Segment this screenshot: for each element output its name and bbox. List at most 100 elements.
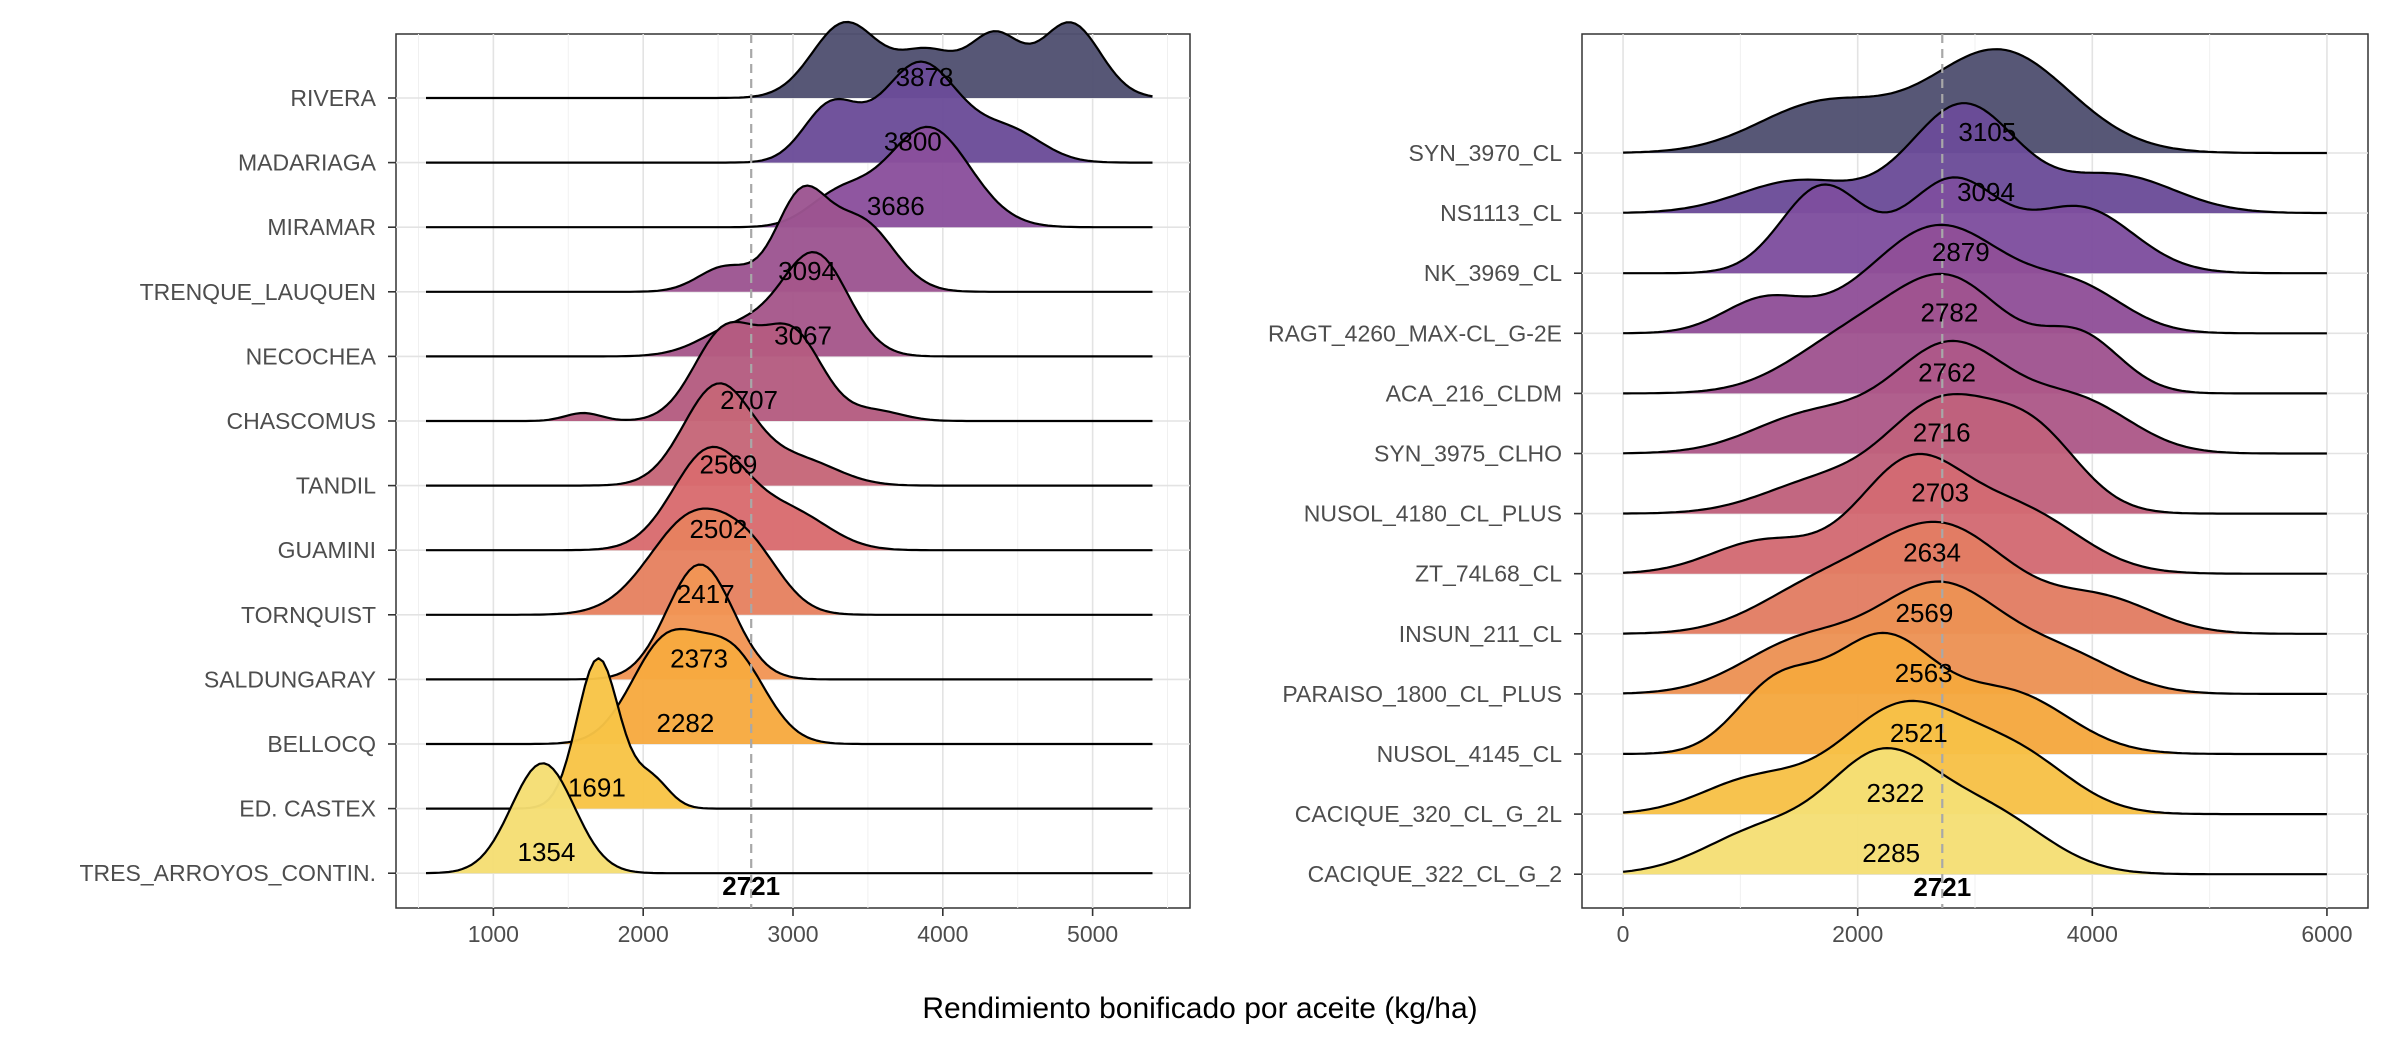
mean-label: 2782 [1921,297,1979,327]
mean-label: 3067 [774,320,832,350]
mean-label: 3105 [1958,117,2016,147]
density-fill-7 [426,383,1153,486]
density-outline-13 [425,762,1153,875]
density-outline-11 [1623,631,2327,756]
mean-label: 2634 [1903,538,1961,568]
x-tick-label: 6000 [2301,921,2352,947]
density-fill-2 [1623,103,2327,214]
mean-label: 2373 [670,643,728,673]
density-fill-12 [426,658,1153,809]
density-fill-13 [426,763,1153,874]
category-label: RAGT_4260_MAX-CL_G-2E [1268,320,1562,346]
category-label: TRENQUE_LAUQUEN [140,279,376,305]
density-fill-7 [1623,394,2327,514]
category-label: MIRAMAR [267,214,376,240]
mean-label: 1691 [568,773,626,803]
category-label: ED. CASTEX [239,796,376,822]
density-outline-11 [426,627,1153,746]
density-outline-13 [1622,747,2327,876]
density-outline-12 [1623,699,2327,816]
density-outline-10 [426,563,1153,681]
mean-label: 3094 [1957,177,2015,207]
category-label: NK_3969_CL [1424,260,1562,286]
mean-label: 3094 [778,256,836,286]
ridgeline-panel-2: 3105 3094 2879 2782 2762 2716 2703 2634 2569 2563… [1268,33,2369,947]
category-label: NS1113_CL [1440,200,1562,226]
mean-label: 2716 [1913,418,1971,448]
density-fill-5 [1623,273,2327,394]
category-label: NUSOL_4180_CL_PLUS [1304,501,1562,527]
x-tick-label: 3000 [767,921,818,947]
density-outline-2 [426,60,1153,164]
ridgeline-panel-1: 3878 3800 3686 3094 3067 2707 2569 2502 2417 2373… [80,20,1191,947]
density-fill-11 [1623,632,2327,754]
density-fill-12 [1623,700,2327,815]
density-outline-1 [426,20,1153,100]
x-tick-label: 2000 [1832,921,1883,947]
density-outline-6 [426,320,1153,423]
density-fill-6 [426,321,1153,421]
density-outline-7 [426,382,1153,487]
mean-label: 2285 [1862,838,1920,868]
density-fill-13 [1623,748,2327,875]
x-tick-label: 0 [1617,921,1630,947]
x-tick-label: 4000 [917,921,968,947]
mean-label: 2417 [677,579,735,609]
mean-label: 3878 [896,62,954,92]
density-outline-2 [1623,102,2327,215]
mean-label: 2703 [1911,478,1969,508]
density-fill-9 [426,508,1153,615]
category-label: ZT_74L68_CL [1415,561,1562,587]
density-outline-8 [426,445,1153,552]
density-outline-4 [426,184,1153,293]
reference-label: 2721 [1913,872,1971,902]
density-fill-1 [426,22,1153,98]
category-label: GUAMINI [278,537,376,563]
mean-label: 2521 [1890,718,1948,748]
category-label: MADARIAGA [238,150,377,176]
category-label: TANDIL [296,473,376,499]
x-axis-title: Rendimiento bonificado por aceite (kg/ha… [922,992,1478,1025]
category-label: SALDUNGARAY [204,666,376,692]
density-outline-8 [1623,452,2327,575]
density-fill-4 [1623,224,2327,334]
category-label: CHASCOMUS [226,408,376,434]
mean-label: 2707 [720,385,778,415]
density-outline-6 [1623,339,2327,455]
x-tick-label: 1000 [468,921,519,947]
density-fill-3 [1623,177,2327,274]
mean-label: 2502 [689,514,747,544]
density-fill-5 [426,252,1153,357]
density-fill-8 [1623,454,2327,574]
category-label: INSUN_211_CL [1399,621,1562,647]
category-label: BELLOCQ [267,731,376,757]
density-outline-10 [1623,580,2327,695]
density-outline-9 [426,507,1153,616]
density-outline-3 [1623,176,2327,275]
density-outline-5 [426,251,1153,358]
density-fill-9 [1623,521,2327,634]
category-label: ACA_216_CLDM [1386,380,1562,406]
mean-label: 2322 [1867,778,1925,808]
mean-label: 2569 [1896,598,1954,628]
category-label: CACIQUE_320_CL_G_2L [1295,801,1562,827]
density-fill-3 [426,126,1153,228]
density-outline-5 [1623,272,2327,395]
mean-label: 2282 [657,708,715,738]
density-outline-4 [1623,223,2327,335]
density-fill-1 [1623,49,2327,154]
mean-label: 3800 [884,127,942,157]
reference-label: 2721 [722,871,780,901]
mean-label: 1354 [517,837,575,867]
density-fill-4 [426,185,1153,292]
x-tick-label: 2000 [618,921,669,947]
x-tick-label: 5000 [1067,921,1118,947]
category-label: RIVERA [290,85,376,111]
category-label: NUSOL_4145_CL [1377,741,1563,767]
category-label: CACIQUE_322_CL_G_2 [1308,861,1562,887]
category-label: PARAISO_1800_CL_PLUS [1282,681,1562,707]
mean-label: 2569 [700,450,758,480]
density-outline-7 [1623,393,2327,515]
mean-label: 3686 [867,191,925,221]
